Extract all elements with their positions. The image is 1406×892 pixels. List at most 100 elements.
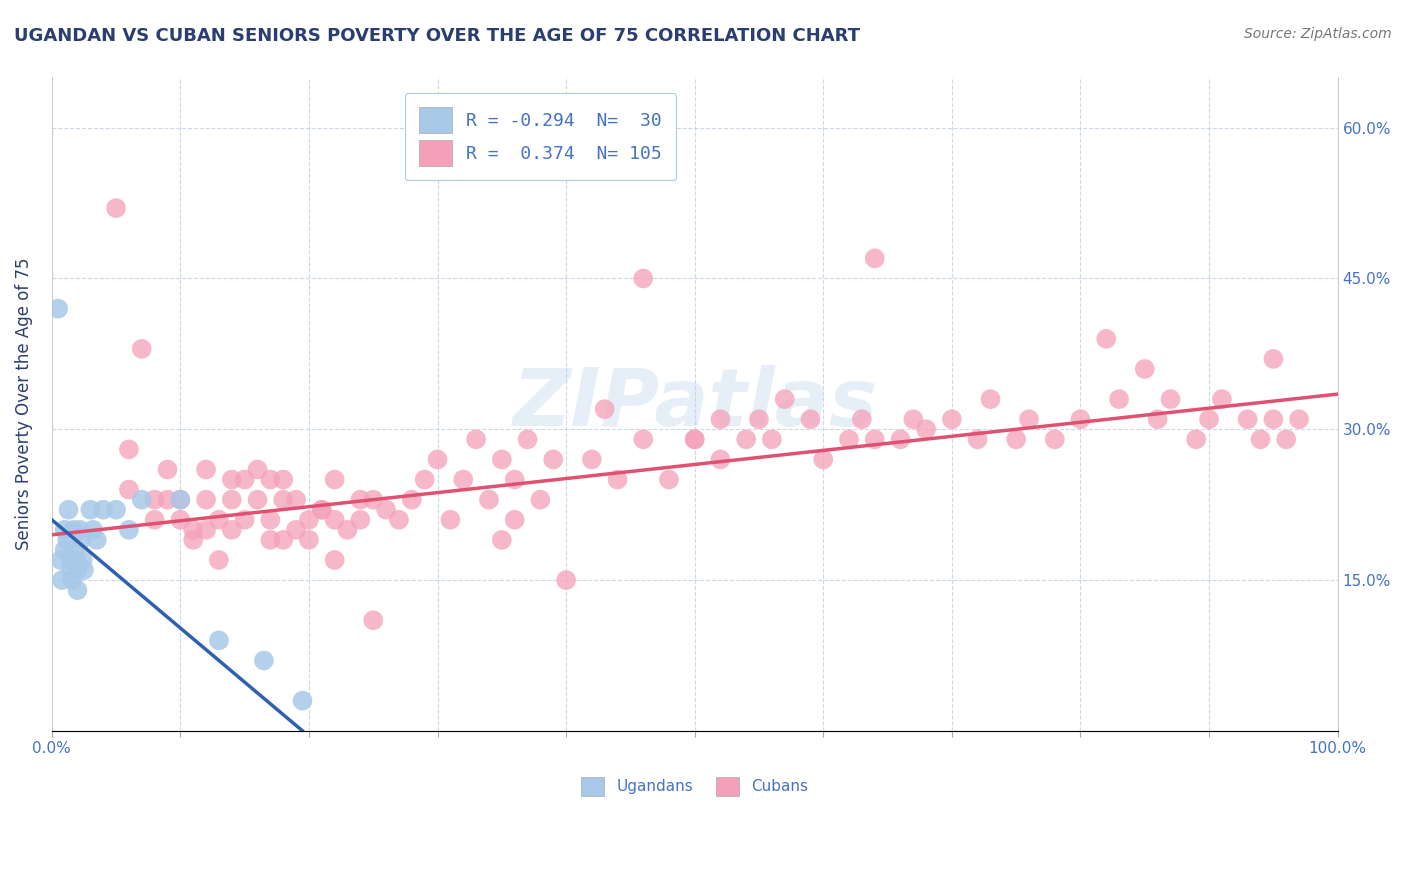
Point (1043, 433, 1066, 447)
Point (1108, 392, 1130, 406)
Point (271, 473, 294, 487)
Point (60, 573, 83, 587)
Point (311, 502, 333, 516)
Point (349, 513, 371, 527)
Point (63, 542, 86, 557)
Point (221, 523, 243, 537)
Point (323, 553, 346, 567)
Point (606, 473, 628, 487)
Point (1133, 362, 1156, 376)
Point (285, 523, 308, 537)
Point (285, 492, 308, 507)
Point (86, 533, 108, 547)
Point (503, 513, 526, 527)
Point (1005, 433, 1028, 447)
Point (208, 513, 231, 527)
Point (246, 462, 269, 476)
Point (156, 462, 179, 476)
Point (65, 553, 87, 567)
Point (46, 301, 69, 316)
Point (118, 442, 141, 457)
Point (1198, 412, 1220, 426)
Point (813, 452, 835, 467)
Point (66, 583, 89, 598)
Legend: Ugandans, Cubans: Ugandans, Cubans (575, 771, 814, 802)
Point (79, 502, 101, 516)
Point (169, 492, 191, 507)
Point (62, 523, 84, 537)
Point (1018, 412, 1040, 426)
Point (323, 513, 346, 527)
Point (169, 492, 191, 507)
Point (169, 513, 191, 527)
Point (271, 492, 294, 507)
Point (246, 492, 269, 507)
Point (516, 433, 538, 447)
Point (131, 492, 153, 507)
Point (1211, 392, 1233, 406)
Point (91, 502, 114, 516)
Text: UGANDAN VS CUBAN SENIORS POVERTY OVER THE AGE OF 75 CORRELATION CHART: UGANDAN VS CUBAN SENIORS POVERTY OVER TH… (14, 27, 860, 45)
Point (426, 452, 449, 467)
Point (439, 513, 461, 527)
Point (1159, 392, 1181, 406)
Point (72, 553, 94, 567)
Point (195, 462, 218, 476)
Point (60, 563, 83, 577)
Point (633, 271, 655, 285)
Point (195, 492, 218, 507)
Point (863, 252, 886, 266)
Point (291, 694, 314, 708)
Point (491, 452, 513, 467)
Point (529, 492, 551, 507)
Point (118, 483, 141, 497)
Point (593, 402, 616, 417)
Point (105, 502, 128, 516)
Point (311, 502, 333, 516)
Point (451, 473, 474, 487)
Point (56, 533, 79, 547)
Point (66, 563, 89, 577)
Point (413, 473, 436, 487)
Point (53, 523, 76, 537)
Point (298, 513, 321, 527)
Point (709, 412, 731, 426)
Point (361, 613, 384, 627)
Point (1069, 412, 1091, 426)
Point (735, 433, 758, 447)
Point (361, 492, 384, 507)
Point (82, 523, 104, 537)
Point (253, 653, 276, 667)
Point (478, 492, 501, 507)
Point (53, 542, 76, 557)
Point (195, 523, 218, 537)
Point (581, 452, 603, 467)
Point (259, 533, 281, 547)
Point (1146, 412, 1168, 426)
Point (388, 513, 411, 527)
Point (143, 492, 166, 507)
Point (941, 412, 963, 426)
Point (1185, 433, 1208, 447)
Point (58, 502, 80, 516)
Point (233, 473, 256, 487)
Point (1095, 332, 1118, 346)
Point (851, 412, 873, 426)
Point (336, 523, 359, 537)
Point (298, 533, 321, 547)
Point (799, 412, 821, 426)
Text: Source: ZipAtlas.com: Source: ZipAtlas.com (1244, 27, 1392, 41)
Point (401, 492, 423, 507)
Point (70, 533, 93, 547)
Point (773, 392, 796, 406)
Point (491, 533, 513, 547)
Point (375, 502, 398, 516)
Point (633, 433, 655, 447)
Point (889, 433, 911, 447)
Point (181, 523, 204, 537)
Point (181, 533, 204, 547)
Point (221, 473, 243, 487)
Point (51, 573, 73, 587)
Point (105, 201, 128, 215)
Point (156, 492, 179, 507)
